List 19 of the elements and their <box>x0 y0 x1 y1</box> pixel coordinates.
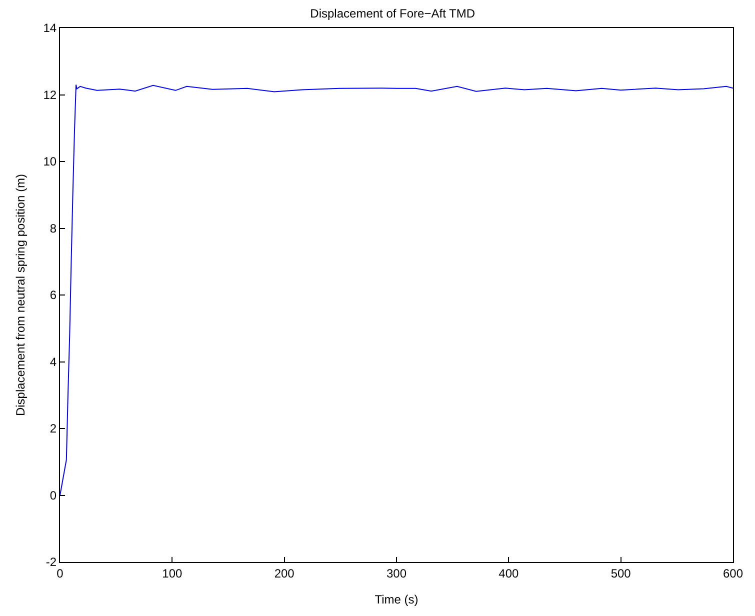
x-tick-label: 300 <box>386 566 407 580</box>
x-tick-label: 400 <box>498 566 519 580</box>
x-tick-label: 600 <box>722 566 744 580</box>
x-tick-label: 500 <box>610 566 632 580</box>
y-tick-label: 10 <box>43 154 57 169</box>
line-series <box>60 84 733 496</box>
y-tick-label: 8 <box>50 221 57 236</box>
x-tick-label: 100 <box>162 566 182 580</box>
x-axis-title: Time (s) <box>374 592 418 606</box>
y-tick-label: 0 <box>50 488 57 502</box>
y-tick-label: -2 <box>46 555 57 570</box>
y-tick-label: 2 <box>50 422 57 436</box>
x-tick-label: 200 <box>274 566 295 580</box>
y-axis-title: Displacement from neutral spring position (m) <box>14 174 28 416</box>
y-tick-label: 14 <box>43 21 57 36</box>
y-tick-label: 12 <box>43 88 57 102</box>
y-tick-label: 4 <box>50 354 57 369</box>
chart-title: Displacement of Fore−Aft TMD <box>310 6 476 21</box>
y-tick-label: 6 <box>50 288 57 302</box>
